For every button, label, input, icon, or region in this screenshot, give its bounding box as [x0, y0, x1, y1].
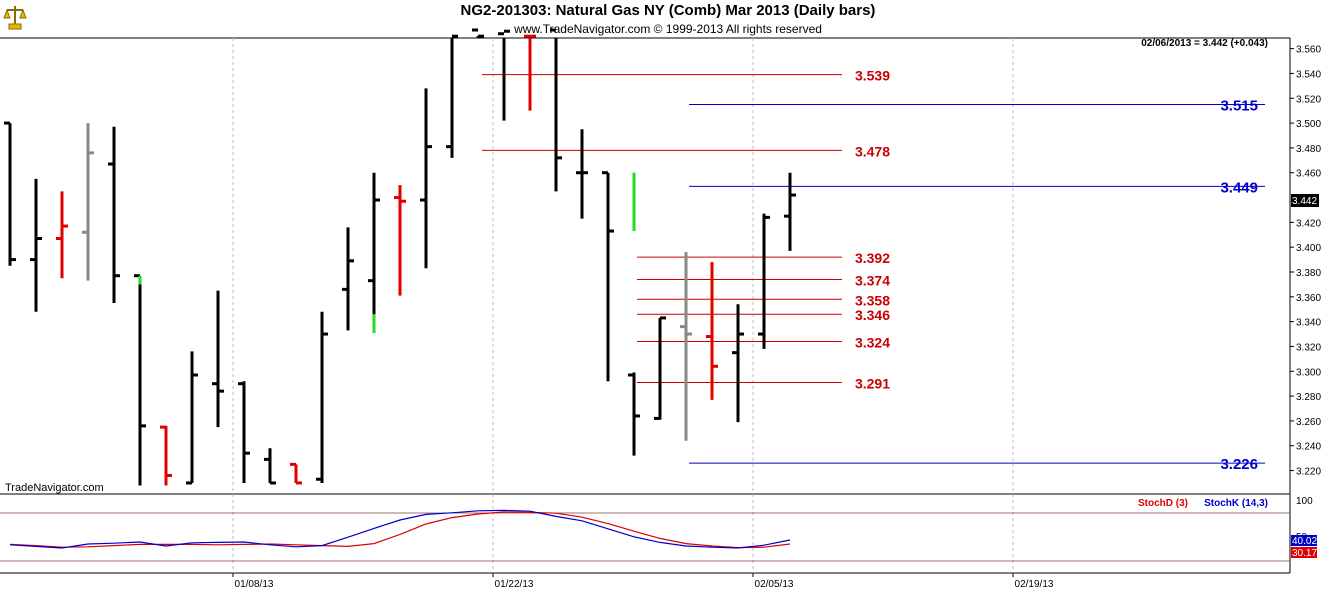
vertical-gridlines: [232, 38, 1014, 573]
ohlc-bar: [290, 462, 302, 485]
ohlc-bar: [472, 28, 484, 38]
price-tick-label: 3.500: [1296, 119, 1321, 130]
trade-navigator-logo-icon: [2, 2, 28, 32]
ohlc-bar: [56, 191, 68, 279]
price-tick-label: 3.260: [1296, 417, 1321, 428]
price-tick-label: 3.460: [1296, 169, 1321, 180]
level-label: 3.515: [1220, 97, 1258, 114]
copyright-notice: www.TradeNavigator.com © 1999-2013 All r…: [514, 22, 822, 36]
price-tick-label: 3.240: [1296, 442, 1321, 453]
ohlc-bar: [264, 448, 276, 485]
level-label: 3.358: [855, 292, 890, 308]
price-tick-label: 3.320: [1296, 342, 1321, 353]
stoch-legend-entry: StochD (3): [1138, 498, 1188, 509]
level-label: 3.226: [1220, 456, 1258, 473]
price-tick-label: 3.520: [1296, 94, 1321, 105]
last-price-value: 3.442: [1292, 196, 1317, 207]
level-label: 3.346: [855, 307, 890, 323]
date-tick-label: 02/05/13: [755, 579, 794, 590]
ohlc-bar: [316, 311, 328, 483]
price-tick-label: 3.480: [1296, 144, 1321, 155]
level-label: 3.539: [855, 68, 890, 84]
watermark: TradeNavigator.com: [5, 482, 104, 494]
price-tick-label: 3.420: [1296, 218, 1321, 229]
price-tick-label: 3.340: [1296, 318, 1321, 329]
ohlc-bar: [82, 123, 94, 281]
stoch-last-value: 30.17: [1292, 548, 1317, 559]
price-tick-label: 3.300: [1296, 367, 1321, 378]
ohlc-bar: [212, 290, 224, 428]
ohlc-bar: [108, 126, 120, 304]
last-value-readout: 02/06/2013 = 3.442 (+0.043): [1141, 38, 1268, 49]
price-tick-label: 3.220: [1296, 467, 1321, 478]
price-tick-label: 3.560: [1296, 45, 1321, 56]
level-label: 3.449: [1220, 179, 1258, 196]
date-tick-label: 02/19/13: [1015, 579, 1054, 590]
ohlc-bar: [524, 34, 536, 111]
ohlc-bar: [420, 88, 432, 269]
level-label: 3.392: [855, 250, 890, 266]
ohlc-bar: [394, 185, 406, 296]
date-axis: 01/08/13 01/22/13 02/05/13 02/19/13: [232, 573, 1054, 590]
ohlc-bar: [186, 351, 198, 485]
ohlc-bar: [30, 178, 42, 312]
price-panel-frame: [0, 37, 1291, 574]
level-label: 3.374: [855, 272, 890, 288]
stoch-tick-label: 100: [1296, 496, 1313, 507]
ohlc-bar: [368, 172, 380, 333]
ohlc-bar: [238, 381, 250, 483]
ohlc-bar: [784, 172, 796, 251]
ohlc-bar: [446, 34, 458, 158]
price-tick-label: 3.280: [1296, 392, 1321, 403]
date-tick-label: 01/22/13: [495, 579, 534, 590]
date-tick-label: 01/08/13: [235, 579, 274, 590]
stoch-last-value-box: [1291, 547, 1317, 558]
ohlc-bar: [550, 28, 562, 192]
price-tick-label: 3.400: [1296, 243, 1321, 254]
stoch-k-line: [9, 509, 791, 549]
price-bars: [4, 28, 796, 486]
stoch-last-value: 40.02: [1292, 536, 1317, 547]
level-label: 3.291: [855, 375, 890, 391]
ohlc-bar: [602, 171, 614, 382]
ohlc-bar: [134, 274, 146, 486]
ohlc-bar: [576, 129, 588, 219]
stoch-d-line: [9, 511, 791, 549]
price-tick-label: 3.380: [1296, 268, 1321, 279]
ohlc-bar: [160, 425, 172, 486]
ohlc-bar: [680, 252, 692, 441]
level-label: 3.478: [855, 143, 890, 159]
ohlc-bar: [4, 121, 16, 266]
ohlc-bar: [498, 29, 510, 121]
price-tick-label: 3.540: [1296, 69, 1321, 80]
ohlc-bar: [706, 262, 718, 400]
ohlc-bar: [342, 227, 354, 331]
last-price-label: 3.442: [1291, 194, 1319, 207]
stoch-last-value-box: [1291, 535, 1317, 546]
chart-title: NG2-201303: Natural Gas NY (Comb) Mar 20…: [460, 2, 876, 19]
stoch-legend-entry: StochK (14,3): [1204, 498, 1268, 509]
ohlc-bar: [732, 304, 744, 423]
price-axis: 3.560 3.540 3.520 3.500 3.480 3.460 3.420 3.400…: [1290, 45, 1321, 478]
ohlc-bar: [628, 372, 640, 456]
ohlc-bar: [758, 213, 770, 349]
level-label: 3.324: [855, 334, 890, 350]
support-resistance-levels: 3.539 3.515 3.478 3.449 3.392 3.374 3.3583.346…: [482, 68, 1265, 473]
ohlc-bar: [654, 316, 666, 420]
price-tick-label: 3.360: [1296, 293, 1321, 304]
